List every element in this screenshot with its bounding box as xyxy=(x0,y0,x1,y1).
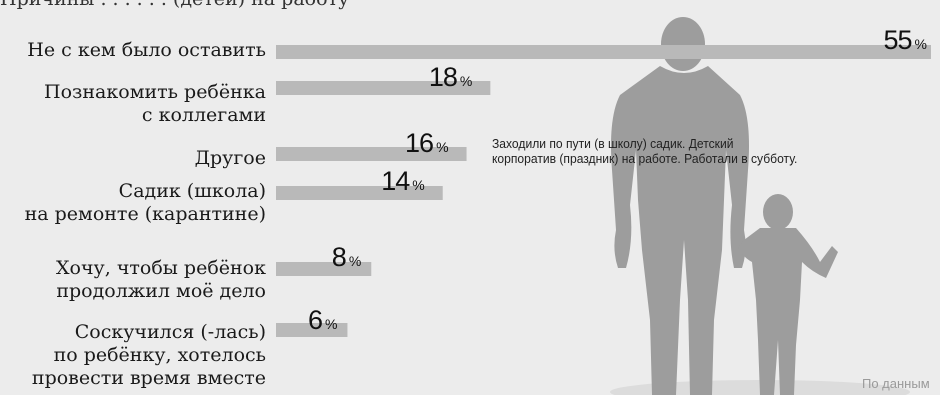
bar-1 xyxy=(276,81,491,95)
category-label-4: Хочу, чтобы ребёнок продолжил моё дело xyxy=(56,257,266,302)
category-label-5: Соскучился (-лась) по ребёнку, хотелось … xyxy=(31,321,266,389)
bar-4 xyxy=(276,262,372,276)
bar-5 xyxy=(276,323,348,337)
source-note: По данным xyxy=(862,376,930,391)
value-label-1: 18% xyxy=(428,62,473,92)
category-label-3: Садик (школа) на ремонте (карантине) xyxy=(24,180,266,225)
bar-3 xyxy=(276,186,443,200)
value-label-4: 8% xyxy=(331,242,362,272)
category-label-0: Не с кем было оставить xyxy=(27,39,266,61)
value-label-2: 16% xyxy=(405,128,449,158)
bar-2 xyxy=(276,147,467,161)
value-label-0: 55% xyxy=(883,25,928,55)
bar-0 xyxy=(276,45,931,59)
value-label-3: 14% xyxy=(381,166,425,196)
cut-off-heading: Причины . . . . . . (детей) на работу xyxy=(0,0,349,10)
category-label-2: Другое xyxy=(194,147,266,169)
annotation-other: Заходили по пути (в школу) садик. Детски… xyxy=(492,136,798,166)
value-label-5: 6% xyxy=(307,305,338,335)
category-label-1: Познакомить ребёнка с коллегами xyxy=(44,81,266,126)
